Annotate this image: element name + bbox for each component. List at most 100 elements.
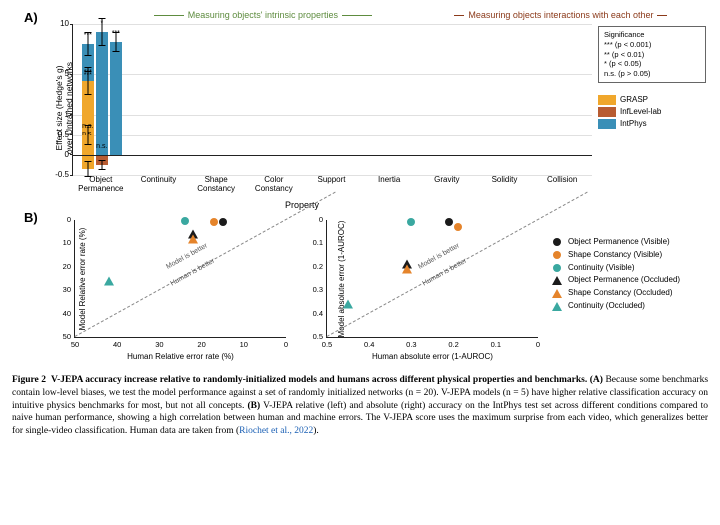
scatter-point bbox=[188, 234, 198, 243]
bar-group bbox=[361, 24, 419, 175]
legend-sig-row: * (p < 0.05) bbox=[604, 59, 700, 69]
xtick: 0 bbox=[536, 340, 540, 349]
ytick: 0 bbox=[307, 215, 323, 224]
xlabel: ColorConstancy bbox=[246, 176, 302, 194]
scatter-point bbox=[104, 276, 114, 285]
legend-sig-row: ** (p < 0.01) bbox=[604, 50, 700, 60]
legend-row: InfLevel-lab bbox=[598, 106, 706, 118]
xlabel: ShapeConstancy bbox=[188, 176, 244, 194]
category-intrinsic: Measuring objects' intrinsic properties bbox=[102, 10, 424, 20]
ytick: 10 bbox=[55, 238, 71, 247]
ytick: 20 bbox=[55, 262, 71, 271]
legend-row: IntPhys bbox=[598, 118, 706, 130]
legend-label: Continuity (Occluded) bbox=[568, 300, 645, 313]
legend-label: Continuity (Visible) bbox=[568, 262, 635, 275]
scatter-point bbox=[454, 223, 462, 231]
legend-marker bbox=[552, 289, 562, 299]
caption-heading: V-JEPA accuracy increase relative to ran… bbox=[51, 375, 587, 385]
scatter-point bbox=[343, 300, 353, 309]
scatter-left: Model Relative error rate (%) Human Rela… bbox=[74, 220, 286, 338]
bar-group bbox=[304, 24, 362, 175]
bar-group bbox=[419, 24, 477, 175]
legend-label: IntPhys bbox=[620, 118, 647, 130]
xlabel: Inertia bbox=[361, 176, 417, 185]
caption-citation: Riochet et al., 2022 bbox=[239, 426, 313, 436]
ytick: 0.3 bbox=[307, 285, 323, 294]
bar-group bbox=[246, 24, 304, 175]
significance-label: *** bbox=[84, 32, 92, 39]
caption-close: ). bbox=[313, 426, 319, 436]
scatter-point bbox=[181, 217, 189, 225]
xtick: 0.4 bbox=[364, 340, 374, 349]
ytick: 50 bbox=[55, 332, 71, 341]
xtick: 40 bbox=[113, 340, 121, 349]
xtick: 0.2 bbox=[448, 340, 458, 349]
xtick: 0.5 bbox=[322, 340, 332, 349]
legend-marker bbox=[552, 276, 562, 286]
legend-row: Object Permanence (Occluded) bbox=[552, 274, 680, 287]
xlabel: Continuity bbox=[131, 176, 187, 185]
bar: n.s. bbox=[82, 135, 94, 155]
significance-label: *** bbox=[112, 30, 120, 37]
scatter-right: Model absolute error (1-AUROC) Human abs… bbox=[326, 220, 538, 338]
legend-label: Object Permanence (Occluded) bbox=[568, 274, 680, 287]
ytick: 0.5 bbox=[45, 130, 69, 139]
ytick: 0.5 bbox=[307, 332, 323, 341]
significance-label: *** bbox=[84, 69, 92, 76]
bar-group bbox=[477, 24, 535, 175]
panel-a-label: A) bbox=[24, 10, 38, 25]
legend-row: Shape Constancy (Occluded) bbox=[552, 287, 680, 300]
ytick: 30 bbox=[55, 285, 71, 294]
xtick: 0 bbox=[284, 340, 288, 349]
xtick: 30 bbox=[155, 340, 163, 349]
xtick: 10 bbox=[240, 340, 248, 349]
panel-a-category-labels: Measuring objects' intrinsic properties … bbox=[102, 10, 698, 24]
significance-label: n.s. bbox=[82, 123, 93, 130]
bar: n.s. bbox=[82, 155, 94, 169]
ytick: 5 bbox=[45, 69, 69, 78]
xlabel: ObjectPermanence bbox=[73, 176, 129, 194]
legend-label: Shape Constancy (Occluded) bbox=[568, 287, 673, 300]
scatter-point bbox=[407, 218, 415, 226]
ytick: 10 bbox=[45, 19, 69, 28]
legend-sig-title: Significance bbox=[604, 30, 700, 40]
bar-group bbox=[188, 24, 246, 175]
legend-label: GRASP bbox=[620, 94, 648, 106]
scatter-point bbox=[402, 265, 412, 274]
bar-group bbox=[131, 24, 189, 175]
scatter-left-ylabel: Model Relative error rate (%) bbox=[78, 227, 87, 330]
legend-significance: Significance *** (p < 0.001) ** (p < 0.0… bbox=[598, 26, 706, 83]
legend-marker bbox=[552, 263, 562, 273]
legend-row: Continuity (Occluded) bbox=[552, 300, 680, 313]
legend-marker bbox=[552, 250, 562, 260]
ytick: 0 bbox=[45, 150, 69, 159]
ytick: -0.5 bbox=[45, 170, 69, 179]
significance-label: * bbox=[100, 20, 103, 27]
scatter-left-xlabel: Human Relative error rate (%) bbox=[75, 352, 286, 361]
panel-a: A) Measuring objects' intrinsic properti… bbox=[12, 8, 708, 208]
bar: * bbox=[96, 32, 108, 155]
figure-caption: Figure 2 V-JEPA accuracy increase relati… bbox=[12, 374, 708, 438]
panel-a-xlabels: ObjectPermanenceContinuityShapeConstancy… bbox=[72, 176, 592, 198]
ytick: 1 bbox=[45, 110, 69, 119]
xlabel: Support bbox=[304, 176, 360, 185]
legend-marker bbox=[552, 237, 562, 247]
bar: n.s. bbox=[96, 155, 108, 165]
bar: *** bbox=[110, 42, 122, 155]
legend-label: InfLevel-lab bbox=[620, 106, 661, 118]
bar-group bbox=[534, 24, 592, 175]
significance-label: n.s. bbox=[96, 143, 107, 150]
ytick: 0 bbox=[55, 215, 71, 224]
xlabel: Solidity bbox=[477, 176, 533, 185]
caption-label-b: (B) bbox=[248, 401, 261, 411]
panel-b: B) Model Relative error rate (%) Human R… bbox=[12, 212, 708, 362]
ytick: 0.2 bbox=[307, 262, 323, 271]
ytick: 0.1 bbox=[307, 238, 323, 247]
ytick: 0.4 bbox=[307, 309, 323, 318]
legend-scatter: Object Permanence (Visible)Shape Constan… bbox=[552, 236, 680, 313]
caption-fignum: Figure 2 bbox=[12, 375, 46, 385]
xlabel: Gravity bbox=[419, 176, 475, 185]
xtick: 50 bbox=[71, 340, 79, 349]
legend-row: Continuity (Visible) bbox=[552, 262, 680, 275]
scatter-right-xlabel: Human absolute error (1-AUROC) bbox=[327, 352, 538, 361]
